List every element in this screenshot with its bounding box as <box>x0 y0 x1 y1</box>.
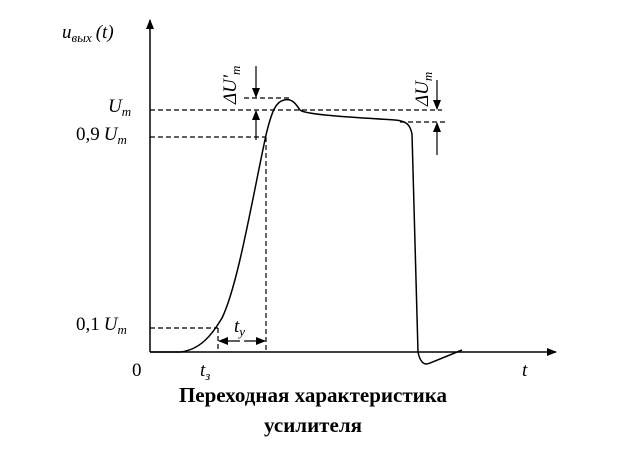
max-level-label: Um <box>108 96 131 119</box>
rise-label: tу <box>234 316 245 339</box>
overshoot-label: ΔU'm <box>220 66 243 105</box>
caption: Переходная характеристика <box>179 383 448 407</box>
delay-label: tз <box>200 360 210 383</box>
response-curve <box>150 98 463 365</box>
low-level-label: 0,1 Um <box>76 314 127 337</box>
caption: усилителя <box>264 413 362 437</box>
high-level-label: 0,9 Um <box>76 124 127 147</box>
origin-label: 0 <box>132 360 142 381</box>
y-axis-label: uвых (t) <box>62 22 114 45</box>
x-axis-label: t <box>522 360 528 381</box>
droop-label: ΔUm <box>412 72 435 107</box>
